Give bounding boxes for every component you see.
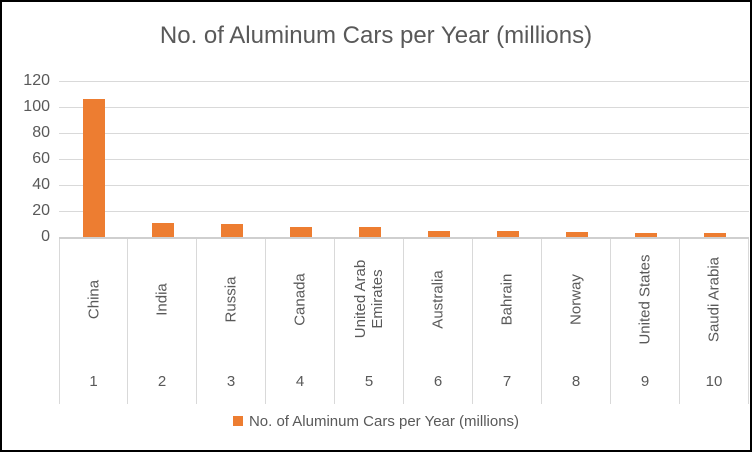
category-rank-label: 5 <box>364 372 374 390</box>
category-label: Canada <box>266 239 334 359</box>
x-axis: China 1 India 2 Russia 3 Canada 4 United Arab Em… <box>59 237 749 404</box>
category-rank-label: 9 <box>640 372 650 390</box>
category-cell: China 1 <box>59 239 128 404</box>
category-label-text: Bahrain <box>498 273 516 325</box>
category-rank-label: 2 <box>157 372 167 390</box>
category-rank-label: 10 <box>705 372 723 390</box>
category-cell: Norway 8 <box>542 239 611 404</box>
y-tick-label: 0 <box>41 228 50 245</box>
bar-russia <box>220 224 243 237</box>
category-rank-label: 6 <box>433 372 443 390</box>
bar-united-arab-emirates <box>358 227 381 237</box>
chart-title: No. of Aluminum Cars per Year (millions) <box>159 22 593 49</box>
category-label-text: Norway <box>567 273 585 325</box>
category-label: Australia <box>404 239 472 359</box>
plot-area <box>59 81 749 237</box>
y-tick-label: 80 <box>32 124 50 141</box>
category-label: Norway <box>542 239 610 359</box>
category-label: China <box>60 239 127 359</box>
category-rank-label: 3 <box>226 372 236 390</box>
category-label-text: Russia <box>222 276 240 322</box>
category-rank-label: 7 <box>502 372 512 390</box>
category-cell: Bahrain 7 <box>473 239 542 404</box>
category-cell: Australia 6 <box>404 239 473 404</box>
y-tick-label: 20 <box>32 202 50 219</box>
category-label-text: Saudi Arabia <box>705 256 723 342</box>
y-tick-label: 40 <box>32 176 50 193</box>
category-label-text: United States <box>636 253 654 345</box>
category-cell: United Arab Emirates 5 <box>335 239 404 404</box>
bar-norway <box>565 232 588 237</box>
y-tick-label: 120 <box>23 72 50 89</box>
category-rank-label: 8 <box>571 372 581 390</box>
gridline <box>59 81 749 82</box>
bar-canada <box>289 227 312 237</box>
gridline <box>59 107 749 108</box>
category-rank-label: 1 <box>89 372 98 390</box>
category-cell: United States 9 <box>611 239 680 404</box>
category-cell: Saudi Arabia 10 <box>680 239 749 404</box>
category-label-text: China <box>85 279 102 319</box>
y-axis: 0 20 40 60 80 100 120 <box>8 72 50 245</box>
category-label: United States <box>611 239 679 359</box>
category-label-text: India <box>153 282 171 316</box>
bar-india <box>151 223 174 237</box>
category-cell: Canada 4 <box>266 239 335 404</box>
category-cell: India 2 <box>128 239 197 404</box>
gridline <box>59 159 749 160</box>
category-rank-label: 4 <box>295 372 305 390</box>
category-label-text: United Arab Emirates <box>352 259 386 339</box>
bar-united-states <box>634 233 657 237</box>
category-label-text: Australia <box>429 269 447 329</box>
bar-bahrain <box>496 231 519 237</box>
legend: No. of Aluminum Cars per Year (millions) <box>2 409 750 433</box>
category-label: Russia <box>197 239 265 359</box>
bar-china <box>82 99 105 237</box>
gridline <box>59 211 749 212</box>
category-label: Bahrain <box>473 239 541 359</box>
gridline <box>59 185 749 186</box>
legend-label: No. of Aluminum Cars per Year (millions) <box>248 412 520 430</box>
y-tick-label: 100 <box>23 98 50 115</box>
category-label: Saudi Arabia <box>680 239 748 359</box>
category-cell: Russia 3 <box>197 239 266 404</box>
bar-australia <box>427 231 450 237</box>
category-label: India <box>128 239 196 359</box>
gridline <box>59 133 749 134</box>
category-label-text: Canada <box>291 272 309 326</box>
legend-swatch-icon <box>232 416 243 426</box>
y-tick-label: 60 <box>32 150 50 167</box>
category-label: United Arab Emirates <box>335 239 403 359</box>
bar-saudi-arabia <box>703 233 726 237</box>
